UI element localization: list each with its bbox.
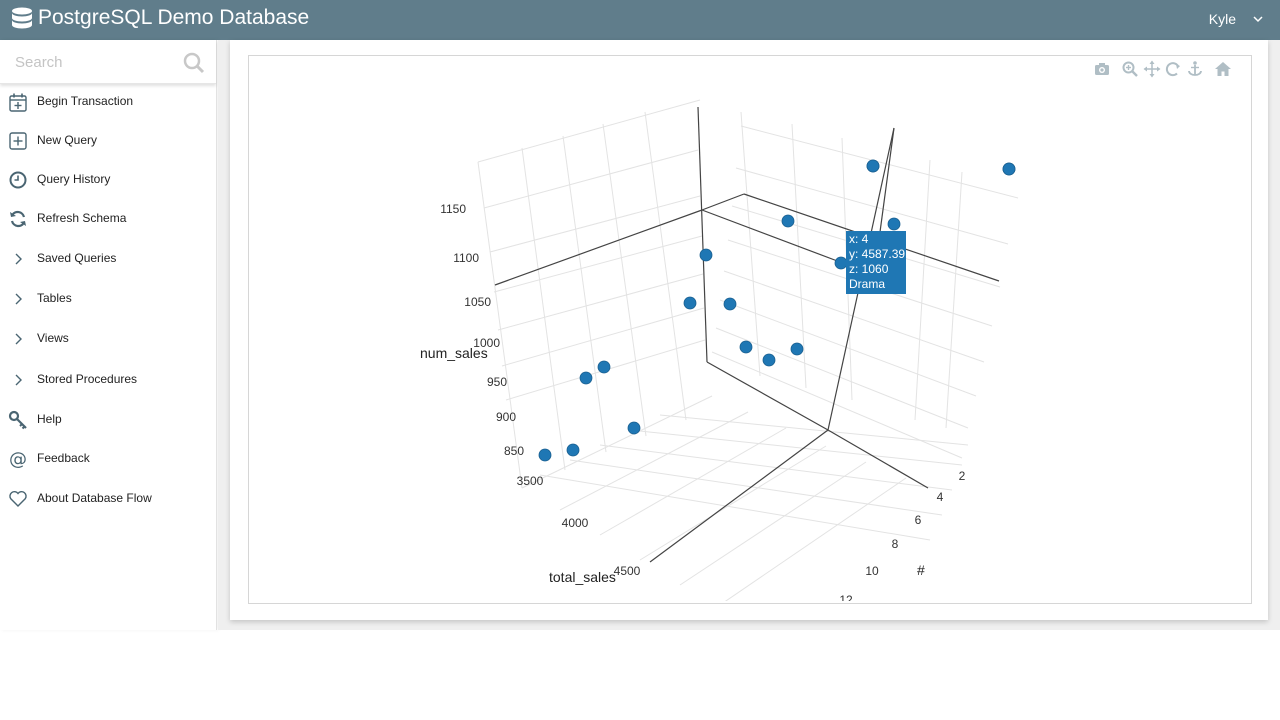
sidebar-item-label: Begin Transaction (37, 94, 134, 108)
camera-icon[interactable] (1093, 60, 1111, 78)
sidebar: Begin Transaction New Query Query Histor… (0, 40, 217, 630)
scatter-point[interactable] (781, 214, 795, 228)
app-header: PostgreSQL Demo Database Kyle (0, 0, 1280, 40)
scatter-point[interactable] (579, 371, 593, 385)
plot-area[interactable] (248, 55, 1252, 604)
sidebar-item-views[interactable]: Views (0, 321, 216, 359)
scatter-point[interactable] (762, 353, 776, 367)
heart-icon (9, 491, 27, 507)
sidebar-item-label: Stored Procedures (37, 372, 138, 386)
scatter-point[interactable] (739, 340, 753, 354)
sidebar-item-label: Tables (37, 291, 72, 305)
sidebar-item-stored-procedures[interactable]: Stored Procedures (0, 362, 216, 400)
zoom-icon[interactable] (1121, 60, 1139, 78)
sidebar-item-new-query[interactable]: New Query (0, 123, 216, 161)
sidebar-item-label: Saved Queries (37, 251, 117, 265)
chevron-right-icon (15, 374, 22, 386)
sidebar-item-feedback[interactable]: @ Feedback (0, 441, 216, 479)
sidebar-item-label: Help (37, 412, 62, 426)
scatter-point[interactable] (790, 342, 804, 356)
sidebar-item-label: Refresh Schema (37, 211, 127, 225)
chevron-right-icon (15, 333, 22, 345)
scatter-point[interactable] (699, 248, 713, 262)
scatter-point[interactable] (597, 360, 611, 374)
scatter-point[interactable] (683, 296, 697, 310)
refresh-icon (10, 210, 26, 228)
sidebar-item-saved-queries[interactable]: Saved Queries (0, 241, 216, 279)
svg-text:@: @ (9, 449, 27, 469)
at-icon: @ (9, 449, 27, 469)
tooltip-y: y: 4587.39 (849, 247, 906, 261)
clock-icon (9, 171, 27, 189)
scatter-point[interactable] (627, 421, 641, 435)
scatter-point[interactable] (723, 297, 737, 311)
sidebar-item-begin-transaction[interactable]: Begin Transaction (0, 84, 216, 122)
database-icon (12, 7, 32, 29)
sidebar-item-about[interactable]: About Database Flow (0, 481, 216, 519)
hover-tooltip: x: 4 y: 4587.39 z: 1060 Drama (846, 231, 906, 294)
key-icon (8, 410, 27, 430)
chevron-down-icon[interactable] (1252, 12, 1264, 26)
chevron-right-icon (15, 253, 22, 265)
app-title: PostgreSQL Demo Database (38, 6, 310, 29)
orbit-rotate-icon[interactable] (1164, 60, 1182, 78)
sidebar-item-refresh-schema[interactable]: Refresh Schema (0, 201, 216, 239)
home-icon[interactable] (1214, 60, 1232, 78)
sidebar-item-help[interactable]: Help (0, 402, 216, 440)
sidebar-item-label: Views (37, 331, 69, 345)
scatter-point[interactable] (538, 448, 552, 462)
calendar-plus-icon (9, 93, 27, 112)
search-box (0, 40, 216, 84)
turntable-icon[interactable] (1186, 60, 1204, 78)
sidebar-item-label: Feedback (37, 451, 90, 465)
plot-modebar (1090, 58, 1240, 80)
pan-icon[interactable] (1143, 60, 1161, 78)
tooltip-x: x: 4 (849, 232, 869, 246)
scatter-point[interactable] (887, 217, 901, 231)
search-icon[interactable] (183, 52, 205, 74)
scatter-point[interactable] (566, 443, 580, 457)
sidebar-item-query-history[interactable]: Query History (0, 162, 216, 200)
plus-square-icon (9, 132, 27, 150)
scatter-point[interactable] (866, 159, 880, 173)
sidebar-item-tables[interactable]: Tables (0, 281, 216, 319)
user-menu[interactable]: Kyle (1208, 11, 1236, 27)
search-input[interactable] (13, 50, 177, 74)
chevron-right-icon (15, 293, 22, 305)
sidebar-item-label: About Database Flow (37, 491, 152, 505)
sidebar-item-label: Query History (37, 172, 111, 186)
tooltip-name: Drama (849, 277, 886, 291)
tooltip-z: z: 1060 (849, 262, 889, 276)
scatter-point[interactable] (1002, 162, 1016, 176)
sidebar-item-label: New Query (37, 133, 98, 147)
